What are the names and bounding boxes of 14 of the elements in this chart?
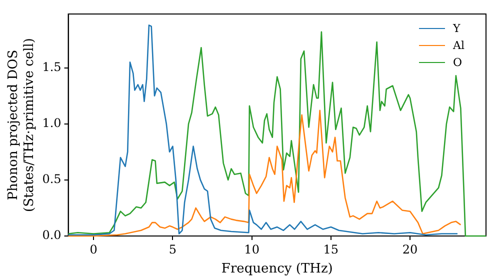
y-tick-label: 0.5 bbox=[42, 172, 62, 186]
y-tick-label: 0.0 bbox=[42, 228, 62, 242]
legend-label: Al bbox=[453, 38, 464, 54]
x-tick-label: 5 bbox=[168, 242, 177, 256]
legend-label: O bbox=[453, 55, 462, 71]
x-tick-label: 10 bbox=[244, 242, 260, 256]
y-tick-label: 1.0 bbox=[42, 116, 62, 130]
x-tick-label: 20 bbox=[402, 242, 418, 256]
y-tick-label: 1.5 bbox=[42, 60, 62, 74]
x-tick-label: 0 bbox=[90, 242, 98, 256]
x-axis-title: Frequency (THz) bbox=[221, 262, 333, 277]
legend-label: Y bbox=[453, 21, 460, 37]
x-tick-label: 15 bbox=[323, 242, 339, 256]
y-axis-title: Phonon projected DOS (States/THz·primitive cell) bbox=[6, 38, 37, 212]
